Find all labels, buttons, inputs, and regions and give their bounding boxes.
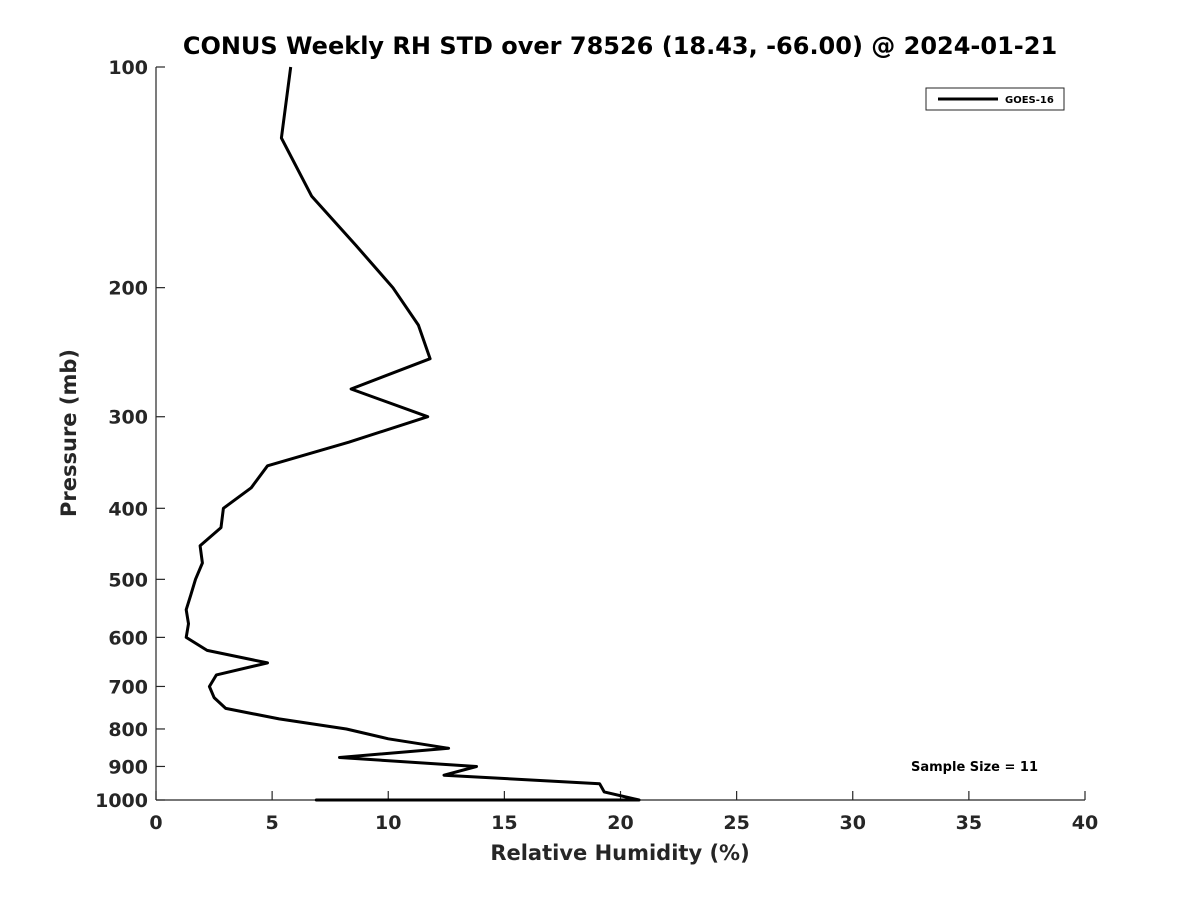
chart-title: CONUS Weekly RH STD over 78526 (18.43, -… xyxy=(183,32,1057,60)
y-tick-label: 600 xyxy=(108,627,148,649)
y-tick-label: 800 xyxy=(108,719,148,741)
y-tick-label: 900 xyxy=(108,756,148,778)
x-tick-label: 25 xyxy=(723,812,749,834)
x-tick-label: 10 xyxy=(375,812,401,834)
x-tick-label: 0 xyxy=(149,812,162,834)
legend: GOES-16 xyxy=(925,87,1065,111)
x-ticks: 0 5 10 15 20 25 30 35 40 xyxy=(149,791,1098,834)
x-tick-label: 30 xyxy=(840,812,866,834)
y-axis-label: Pressure (mb) xyxy=(57,349,81,517)
y-ticks: 100 200 300 400 500 600 700 800 900 1000 xyxy=(95,57,165,812)
series-layer xyxy=(184,66,641,802)
x-axis-label: Relative Humidity (%) xyxy=(490,841,749,865)
series-line-goes-16 xyxy=(184,66,641,802)
y-tick-label: 500 xyxy=(108,569,148,591)
x-tick-label: 40 xyxy=(1072,812,1098,834)
y-tick-label: 100 xyxy=(108,57,148,79)
y-tick-label: 700 xyxy=(108,676,148,698)
sample-size-annotation: Sample Size = 11 xyxy=(911,760,1038,775)
x-tick-label: 20 xyxy=(607,812,633,834)
y-tick-label: 1000 xyxy=(95,790,148,812)
x-tick-label: 35 xyxy=(956,812,982,834)
plot-area: 0 5 10 15 20 25 30 35 40 100 200 300 400 500 600 700 80… xyxy=(95,57,1098,834)
y-tick-label: 300 xyxy=(108,407,148,429)
x-tick-label: 15 xyxy=(491,812,517,834)
y-tick-label: 400 xyxy=(108,498,148,520)
legend-label-goes-16: GOES-16 xyxy=(1005,95,1054,106)
y-tick-label: 200 xyxy=(108,278,148,300)
x-tick-label: 5 xyxy=(266,812,279,834)
